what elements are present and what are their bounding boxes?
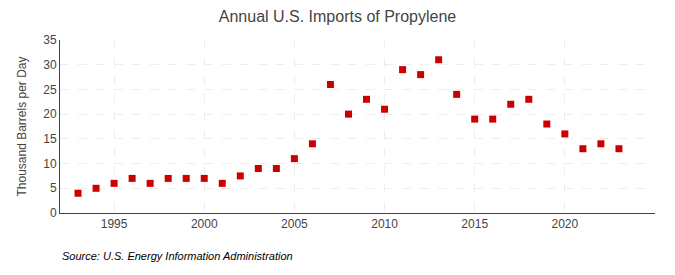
svg-text:Source: U.S. Energy Informatio: Source: U.S. Energy Information Administ… — [62, 250, 293, 262]
svg-text:Thousand Barrels per Day: Thousand Barrels per Day — [15, 56, 29, 196]
svg-text:1995: 1995 — [101, 217, 128, 231]
svg-text:15: 15 — [43, 132, 57, 146]
svg-text:35: 35 — [43, 33, 57, 47]
svg-text:2015: 2015 — [461, 217, 488, 231]
svg-text:25: 25 — [43, 83, 57, 97]
svg-text:2020: 2020 — [551, 217, 578, 231]
svg-text:20: 20 — [43, 107, 57, 121]
svg-text:10: 10 — [43, 157, 57, 171]
svg-text:Annual U.S. Imports of Propyle: Annual U.S. Imports of Propylene — [219, 8, 457, 25]
svg-text:2005: 2005 — [281, 217, 308, 231]
svg-text:5: 5 — [50, 181, 57, 195]
svg-text:0: 0 — [50, 206, 57, 220]
svg-text:2000: 2000 — [191, 217, 218, 231]
svg-text:2010: 2010 — [371, 217, 398, 231]
svg-text:30: 30 — [43, 58, 57, 72]
